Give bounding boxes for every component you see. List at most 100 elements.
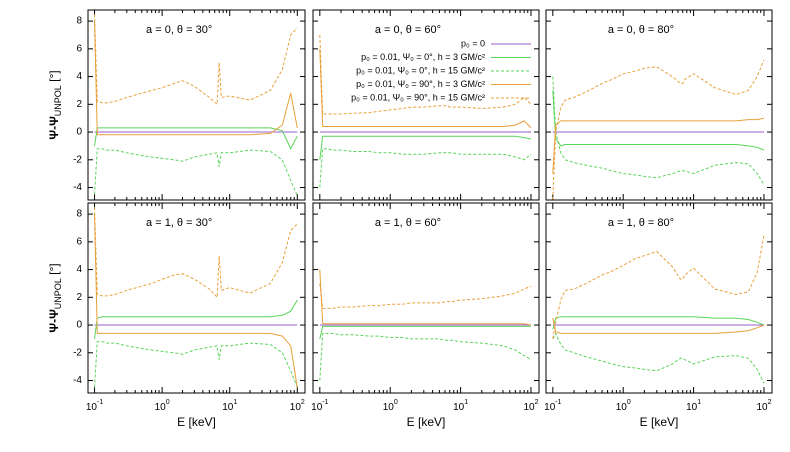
y-tick-label: -4 [73,375,82,386]
x-tick-exponent: -1 [322,399,328,406]
line-series [94,148,298,196]
y-tick-label: 0 [76,127,82,138]
y-tick-label: -4 [73,182,82,193]
line-series [319,135,532,160]
y-tick-label: 4 [76,264,82,275]
x-axis-label: E [keV] [177,415,216,429]
y-axis-label: Ψ-ΨUNPOL [°] [47,70,63,139]
x-tick-label: 100 [616,399,631,413]
legend-label: p₀ = 0 [461,38,485,48]
x-tick-exponent: 0 [627,399,631,406]
y-tick-label: -2 [73,154,82,165]
x-tick-exponent: 0 [166,399,170,406]
x-tick-exponent: 2 [301,399,305,406]
x-tick-label: 101 [222,399,237,413]
x-tick-exponent: 0 [394,399,398,406]
x-tick-label: 10-1 [311,399,328,413]
line-series [552,90,765,151]
x-tick-base: 10 [544,402,556,413]
x-tick-exponent: 1 [233,399,237,406]
line-series [552,234,765,339]
x-tick-base: 10 [222,402,234,413]
x-tick-exponent: 2 [535,399,539,406]
line-series [552,316,765,330]
y-tick-label: 0 [76,320,82,331]
y-tick-label: 6 [76,236,82,247]
y-axis-label-sub: UNPOL [53,278,63,309]
x-tick-base: 10 [311,402,323,413]
x-tick-base: 10 [86,402,98,413]
x-tick-base: 10 [453,402,465,413]
x-tick-base: 10 [616,402,628,413]
x-tick-label: 102 [756,399,771,413]
line-series [94,14,298,106]
x-tick-exponent: -1 [97,399,103,406]
line-series [319,34,532,115]
x-axis-label: E [keV] [407,415,446,429]
x-tick-base: 10 [383,402,395,413]
y-axis-label-sub: UNPOL [53,85,63,116]
x-tick-label: 102 [290,399,305,413]
line-series [319,48,532,129]
x-tick-exponent: -1 [555,399,561,406]
line-series [319,325,531,340]
y-tick-label: 2 [76,99,82,110]
line-series [552,76,765,185]
x-tick-label: 101 [686,399,701,413]
x-tick-base: 10 [756,402,768,413]
x-tick-base: 10 [523,402,535,413]
y-tick-label: 4 [76,71,82,82]
line-series [319,283,532,309]
plot-frame [312,9,540,201]
y-tick-label: -2 [73,347,82,358]
legend-label: p₀ = 0.01, Ψ₀ = 0°, h = 15 GM/c² [356,65,485,75]
plot-frame [87,202,306,394]
plot-frame [545,9,773,201]
line-series [319,332,532,381]
x-tick-exponent: 1 [697,399,701,406]
line-series [319,148,532,188]
line-series [552,332,765,384]
plot-frame [312,202,540,394]
x-tick-label: 101 [453,399,468,413]
x-tick-exponent: 1 [464,399,468,406]
x-tick-exponent: 2 [768,399,772,406]
plot-frame [87,9,306,201]
y-tick-label: 6 [76,43,82,54]
panel-title: a = 0, θ = 80° [608,24,674,36]
line-series [94,341,298,388]
line-series [552,117,765,174]
panel-title: a = 1, θ = 30° [146,217,212,229]
y-axis-label: Ψ-ΨUNPOL [°] [47,263,63,332]
line-series [94,207,298,299]
panel-title: a = 0, θ = 60° [375,24,441,36]
line-series [94,214,298,388]
y-tick-label: 2 [76,292,82,303]
y-tick-label: 8 [76,16,82,27]
y-axis-label-main: Ψ-Ψ [47,309,61,333]
x-tick-label: 100 [383,399,398,413]
line-series [319,269,532,326]
line-series [94,127,298,150]
line-series [94,299,298,339]
y-axis-label-unit: [°] [47,263,61,278]
line-series [552,59,765,200]
x-tick-base: 10 [290,402,302,413]
line-series [552,317,765,334]
line-series [94,21,298,136]
panel-title: a = 1, θ = 80° [608,217,674,229]
x-axis-label: E [keV] [640,415,679,429]
legend-label: p₀ = 0.01, Ψ₀ = 90°, h = 3 GM/c² [356,79,485,89]
plot-frame [545,202,773,394]
x-tick-label: 100 [155,399,170,413]
y-tick-label: 8 [76,209,82,220]
x-tick-base: 10 [686,402,698,413]
y-axis-label-unit: [°] [47,70,61,85]
legend-label: p₀ = 0.01, Ψ₀ = 90°, h = 15 GM/c² [351,92,485,102]
panel-title: a = 0, θ = 30° [146,24,212,36]
x-tick-label: 10-1 [544,399,561,413]
panel-title: a = 1, θ = 60° [375,217,441,229]
y-axis-label-main: Ψ-Ψ [47,116,61,140]
x-tick-label: 102 [523,399,538,413]
